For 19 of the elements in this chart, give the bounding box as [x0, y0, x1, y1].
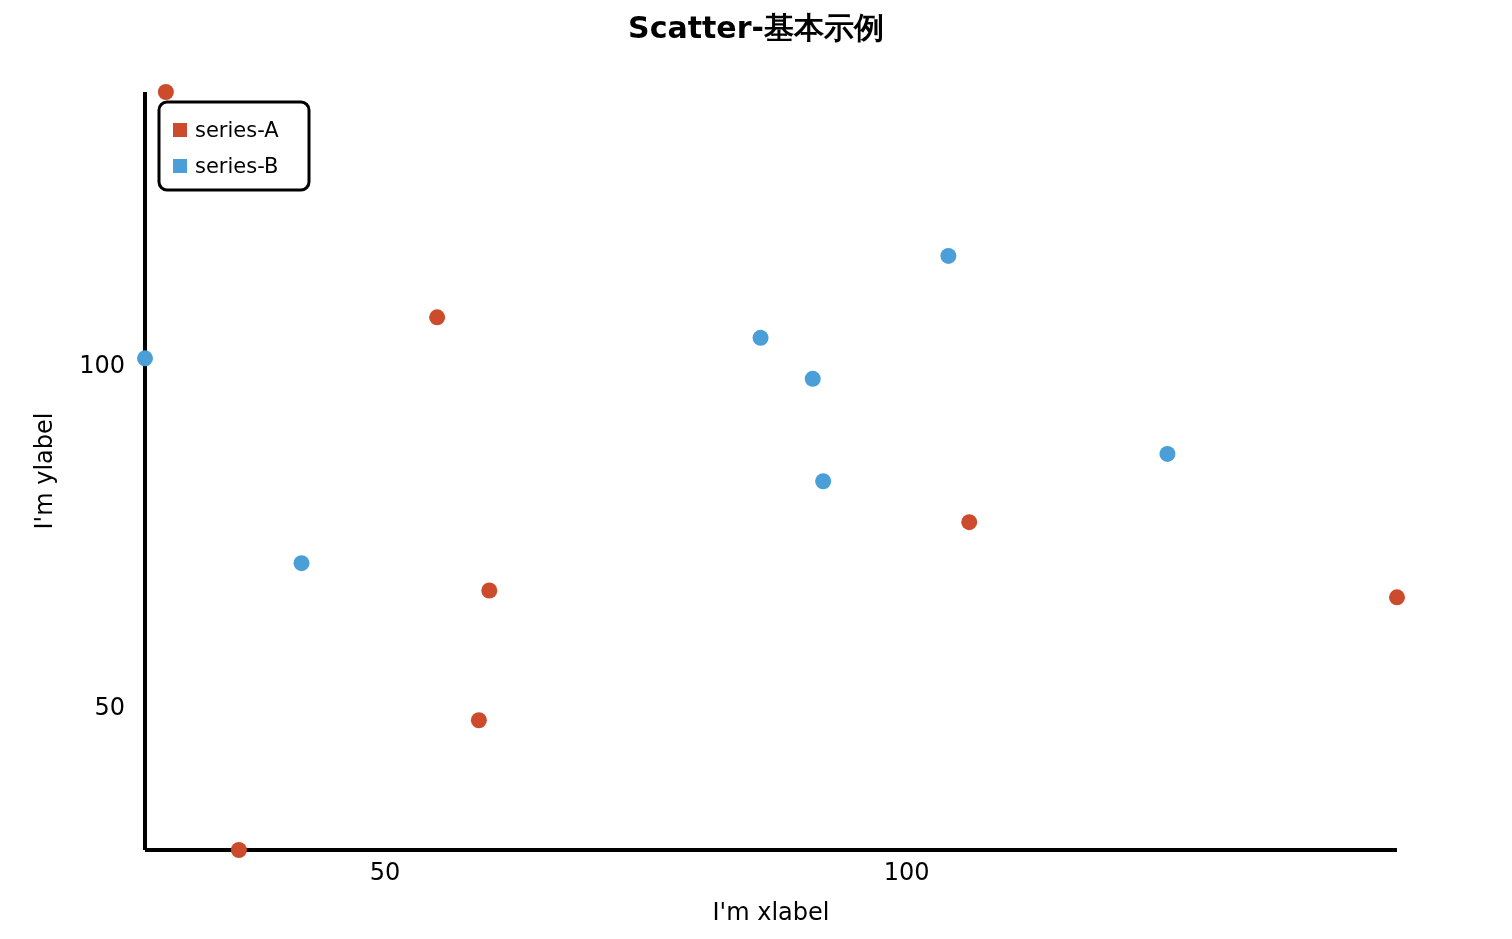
chart-title: Scatter-基本示例 [628, 10, 884, 45]
point [137, 350, 153, 367]
point [940, 247, 957, 264]
point [1159, 445, 1176, 462]
x-axis-title: I'm xlabel [712, 898, 830, 926]
point [815, 473, 832, 490]
point [293, 555, 310, 572]
point [481, 582, 498, 599]
point [804, 370, 821, 387]
point [429, 309, 446, 326]
point [157, 84, 174, 100]
point [230, 842, 247, 858]
legend-label: series-A [195, 118, 280, 142]
point [961, 514, 978, 531]
point [470, 712, 487, 729]
y-axis-title: I'm ylabel [30, 412, 58, 530]
legend-label: series-B [195, 154, 279, 178]
point [1389, 589, 1405, 606]
point [752, 329, 769, 346]
